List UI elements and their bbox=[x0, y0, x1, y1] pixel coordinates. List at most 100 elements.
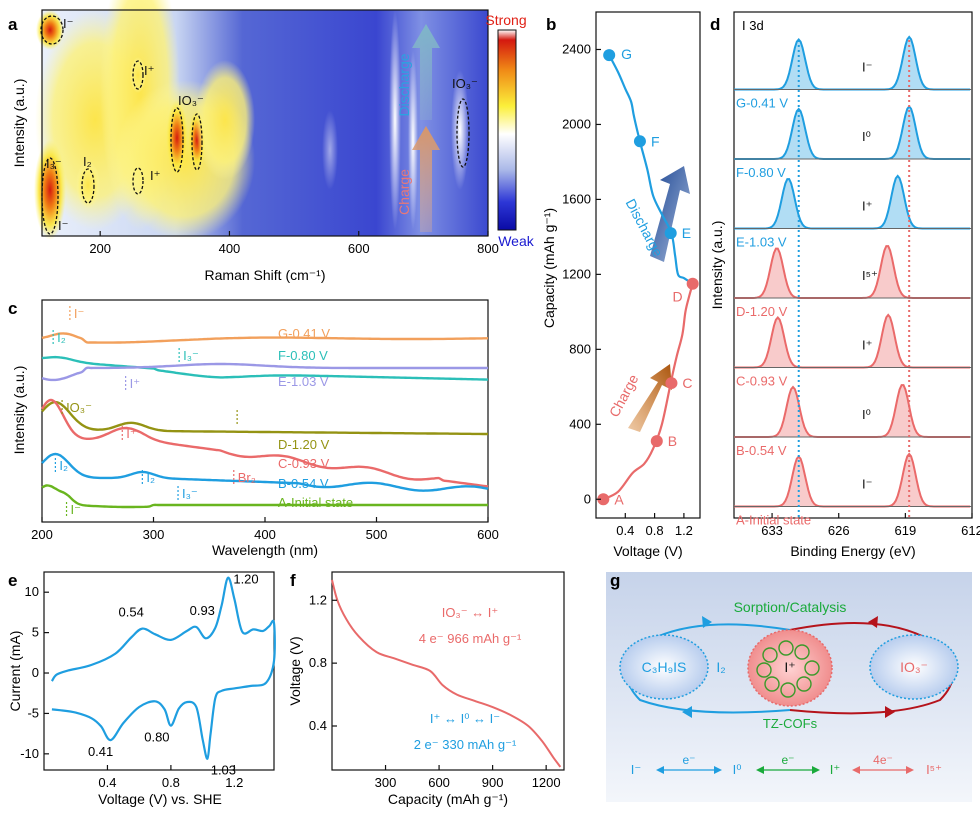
panel-label-g: g bbox=[610, 571, 620, 590]
plot-d-frame bbox=[733, 11, 973, 519]
plot-e-y-tick-label-0: -10 bbox=[20, 746, 39, 761]
panel-label-c: c bbox=[8, 299, 17, 318]
spectrum-annotation-3: I⁺ bbox=[130, 376, 140, 391]
state-point-g bbox=[603, 49, 616, 62]
panel-g: g Sorption/Catalysis C₃H₉IS I₂ I⁺ IO₃⁻ T… bbox=[606, 571, 972, 802]
spectrum-annotation-5: I⁺ bbox=[126, 426, 136, 441]
heat-annot-3: IO₃⁻ bbox=[178, 93, 204, 108]
xps-label-5: B-0.54 V bbox=[736, 443, 787, 458]
state-point-a bbox=[597, 493, 610, 506]
plot-f-y-tick-label-0: 0.4 bbox=[309, 718, 327, 733]
colorbar bbox=[497, 29, 517, 231]
chain-species-1: I⁻ bbox=[631, 762, 641, 777]
plot-b-x-label: Voltage (V) bbox=[613, 543, 682, 559]
xps-label-0: G-0.41 V bbox=[736, 96, 788, 111]
state-point-label-f: F bbox=[651, 133, 660, 149]
xps-species-3: I⁵⁺ bbox=[862, 268, 878, 283]
cv-peak-label-3: 0.41 bbox=[88, 744, 113, 759]
diagram-left-mid: I₂ bbox=[716, 659, 725, 675]
plot-b-x-tick-label-2: 1.2 bbox=[675, 523, 693, 538]
diagram-center-species: I⁺ bbox=[784, 659, 795, 675]
cv-peak-label-0: 0.54 bbox=[119, 605, 144, 620]
chain-arrowhead-1b bbox=[714, 766, 722, 774]
heat-annot-4: IO₃⁻ bbox=[452, 76, 478, 91]
diagram-center-sub: TZ-COFs bbox=[763, 716, 818, 731]
plot-f-y-ticks: 0.4 0.8 1.2 bbox=[309, 592, 337, 733]
charge-label: Charge bbox=[396, 169, 412, 215]
chain-species-4: I⁵⁺ bbox=[926, 762, 942, 777]
heatmap-x-label: Raman Shift (cm⁻¹) bbox=[205, 267, 326, 283]
spectrum-annotation-0: I⁻ bbox=[74, 306, 84, 321]
panel-d: d I 3d G-0.41 V I⁻ F-0.80 V I⁰ E-1.03 V I⁺ D-1… bbox=[709, 11, 980, 559]
heatmap-x-tick-label-3: 800 bbox=[477, 241, 499, 256]
discharge-arrow bbox=[412, 24, 440, 120]
plot-b-x-tick-label-0: 0.4 bbox=[616, 523, 634, 538]
chain-species-2: I⁰ bbox=[733, 762, 742, 777]
plot-c-x-tick-label-1: 300 bbox=[143, 527, 165, 542]
cv-peak-label-2: 1.20 bbox=[233, 572, 258, 587]
plot-d-y-label: Intensity (a.u.) bbox=[709, 221, 725, 310]
plot-e-x-ticks: 0.4 0.8 1.2 bbox=[98, 765, 243, 790]
plot-e-y-ticks: -10 -5 0 5 10 bbox=[20, 584, 49, 761]
spectrum-annotation-7: I₂ bbox=[59, 458, 68, 473]
spectrum-annotation-2: I₃⁻ bbox=[183, 348, 199, 363]
xps-fill-4 bbox=[734, 315, 972, 368]
plot-f-x-tick-label-0: 300 bbox=[375, 775, 397, 790]
diagram-left-oval bbox=[619, 634, 709, 700]
plot-c-x-tick-label-4: 600 bbox=[477, 527, 499, 542]
spectrum-annotation-6: Br₂ bbox=[238, 470, 256, 485]
heatmap-x-tick-label-1: 400 bbox=[219, 241, 241, 256]
plot-c-x-label: Wavelength (nm) bbox=[212, 542, 318, 558]
charge-arrow bbox=[412, 126, 440, 232]
xps-species-2: I⁺ bbox=[862, 199, 872, 214]
spectrum-label-1: F-0.80 V bbox=[278, 348, 328, 363]
plot-c-x-tick-label-0: 200 bbox=[31, 527, 53, 542]
plot-e-y-tick-label-2: 0 bbox=[32, 665, 39, 680]
panel-f: f IO₃⁻ ↔ I⁺ 4 e⁻ 966 mAh g⁻¹ I⁺ ↔ I⁰ ↔ I… bbox=[287, 571, 565, 807]
spectrum-annotation-4: IO₃⁻ bbox=[66, 400, 92, 415]
cv-peak-label-4: 0.80 bbox=[144, 730, 169, 745]
diagram-right-oval bbox=[869, 634, 959, 700]
cof-framework-icon bbox=[756, 640, 820, 698]
state-point-label-b: B bbox=[668, 433, 677, 449]
panel-a: a I⁻ bbox=[8, 0, 535, 283]
plot-f-annot-3: I⁺ ↔ I⁰ ↔ I⁻ bbox=[430, 711, 500, 726]
chain-arrowhead-1a bbox=[656, 766, 664, 774]
xps-fill-6 bbox=[734, 454, 972, 507]
plot-f-y-label: Voltage (V) bbox=[287, 636, 303, 705]
plot-b-y-ticks: 0 400 800 1200 1600 2000 2400 bbox=[562, 41, 601, 506]
xps-label-1: F-0.80 V bbox=[736, 165, 786, 180]
panel-label-b: b bbox=[546, 15, 556, 34]
plot-e-curve bbox=[50, 576, 276, 760]
plot-b-y-tick-label-2: 800 bbox=[569, 341, 591, 356]
plot-f-x-tick-label-3: 1200 bbox=[532, 775, 561, 790]
xps-species-4: I⁺ bbox=[862, 338, 872, 353]
diagram-blue-arrowhead-top bbox=[702, 616, 712, 628]
chain-arrowhead-3a bbox=[852, 766, 860, 774]
plot-c-x-ticks: 200 300 400 500 600 bbox=[31, 517, 499, 542]
heat-annot-2: I⁺ bbox=[144, 63, 154, 78]
chain-arrowhead-3b bbox=[906, 766, 914, 774]
heat-annot-8: I⁻ bbox=[58, 218, 68, 233]
spectrum-2 bbox=[41, 362, 488, 382]
spectrum-label-0: G-0.41 V bbox=[278, 326, 330, 341]
plot-e-y-tick-label-4: 10 bbox=[25, 584, 39, 599]
plot-e-y-tick-label-1: -5 bbox=[27, 705, 39, 720]
chain-electron-2: e⁻ bbox=[781, 753, 794, 767]
plot-b-points: A B C D E F G bbox=[597, 46, 699, 507]
plot-d-curves: G-0.41 V I⁻ F-0.80 V I⁰ E-1.03 V I⁺ D-1.20 V I⁵… bbox=[734, 35, 972, 528]
plot-b-y-tick-label-1: 400 bbox=[569, 416, 591, 431]
plot-b-y-tick-label-5: 2000 bbox=[562, 116, 591, 131]
chain-electron-3: 4e⁻ bbox=[873, 753, 893, 767]
plot-f-annot-4: 2 e⁻ 330 mAh g⁻¹ bbox=[414, 737, 517, 752]
diagram-red-arrowhead-top bbox=[868, 616, 878, 628]
panel-c: c G-0.41 V F-0.80 V E-1.03 V D-1.20 V C-0.93… bbox=[8, 299, 499, 558]
spectrum-4 bbox=[40, 398, 489, 488]
spectrum-annotation-10: I⁻ bbox=[71, 502, 81, 517]
xps-label-4: C-0.93 V bbox=[736, 374, 788, 389]
state-point-label-e: E bbox=[682, 225, 691, 241]
heat-annot-5: I₃⁻ bbox=[46, 156, 62, 171]
plot-f-curve bbox=[331, 579, 562, 768]
